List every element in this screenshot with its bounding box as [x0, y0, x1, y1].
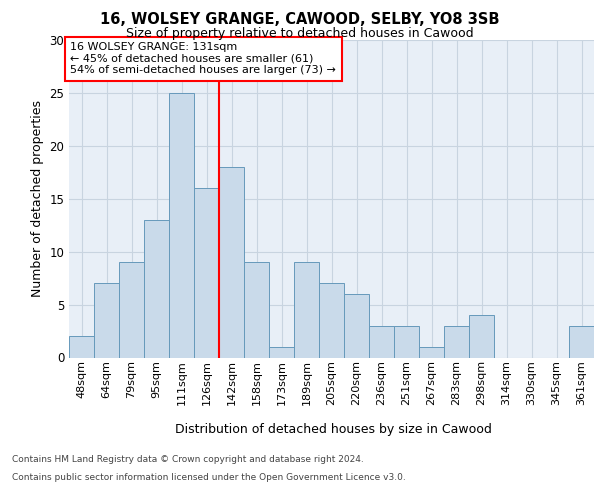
Bar — [94, 284, 119, 358]
Text: 16 WOLSEY GRANGE: 131sqm
← 45% of detached houses are smaller (61)
54% of semi-d: 16 WOLSEY GRANGE: 131sqm ← 45% of detach… — [70, 42, 336, 76]
Bar — [469, 315, 494, 358]
Bar — [569, 326, 594, 358]
Bar — [394, 326, 419, 358]
Bar — [219, 167, 244, 358]
Bar — [419, 347, 444, 358]
Bar — [119, 262, 144, 358]
Bar — [369, 326, 394, 358]
Text: Size of property relative to detached houses in Cawood: Size of property relative to detached ho… — [126, 28, 474, 40]
Text: Contains public sector information licensed under the Open Government Licence v3: Contains public sector information licen… — [12, 472, 406, 482]
Bar — [194, 188, 219, 358]
Bar — [344, 294, 369, 358]
Y-axis label: Number of detached properties: Number of detached properties — [31, 100, 44, 297]
Bar — [294, 262, 319, 358]
Bar — [269, 347, 294, 358]
Text: Distribution of detached houses by size in Cawood: Distribution of detached houses by size … — [175, 422, 491, 436]
Bar — [244, 262, 269, 358]
Bar — [169, 93, 194, 357]
Bar — [444, 326, 469, 358]
Bar — [319, 284, 344, 358]
Bar — [69, 336, 94, 357]
Bar — [144, 220, 169, 358]
Text: 16, WOLSEY GRANGE, CAWOOD, SELBY, YO8 3SB: 16, WOLSEY GRANGE, CAWOOD, SELBY, YO8 3S… — [100, 12, 500, 28]
Text: Contains HM Land Registry data © Crown copyright and database right 2024.: Contains HM Land Registry data © Crown c… — [12, 455, 364, 464]
